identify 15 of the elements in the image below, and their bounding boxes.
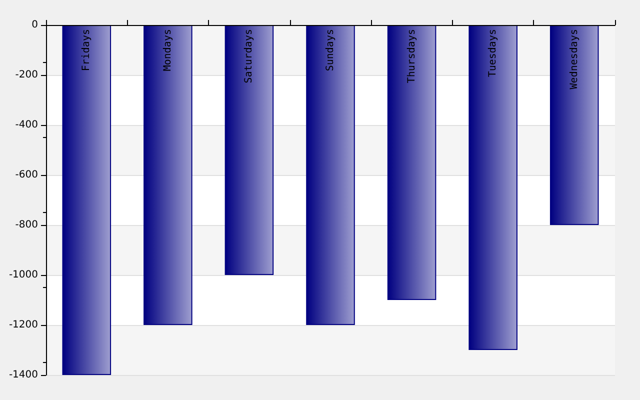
y-tick-label: -800: [15, 220, 38, 230]
y-tick-label: -400: [15, 120, 38, 130]
x-tick-label: Thursdays: [406, 29, 418, 84]
y-tick-label: -600: [15, 170, 38, 180]
y-tick-label: -200: [15, 70, 38, 80]
x-tick-label: Mondays: [162, 29, 174, 72]
y-tick-label: -1400: [8, 370, 38, 380]
x-tick-label: Tuesdays: [488, 29, 499, 78]
y-tick-label: 0: [32, 20, 38, 30]
x-tick-label: Fridays: [81, 29, 92, 72]
x-tick-label: Sundays: [325, 29, 336, 72]
y-tick-label: -1000: [8, 270, 38, 280]
x-tick-label: Wednesdays: [568, 29, 580, 90]
x-tick-label: Saturdays: [244, 29, 255, 84]
y-tick-label: -1200: [8, 320, 38, 330]
